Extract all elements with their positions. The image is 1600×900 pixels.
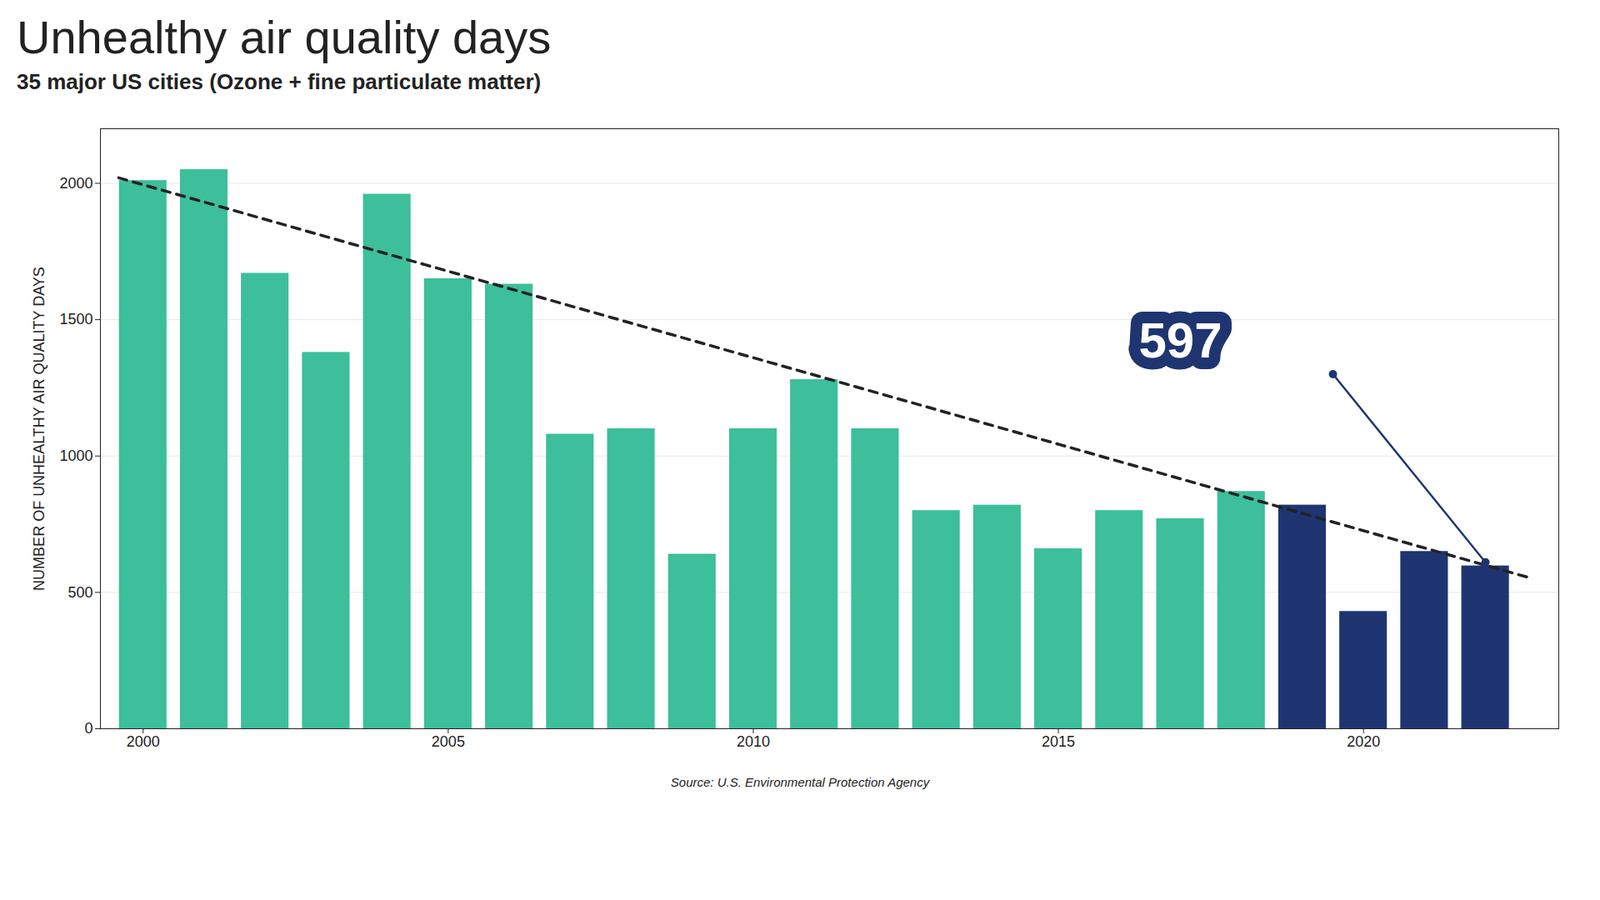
svg-text:2000: 2000 (59, 175, 93, 192)
svg-text:0: 0 (84, 720, 93, 737)
html-text:Source: U.S. Environmental Pro: Source: U.S. Environmental Protection Ag… (670, 775, 930, 790)
html-text:Unhealthy air quality days: Unhealthy air quality days (16, 10, 552, 64)
svg-text:597: 597 (1138, 312, 1222, 369)
svg-text:1000: 1000 (59, 447, 93, 465)
svg-text:2000: 2000 (126, 733, 160, 750)
svg-text:2020: 2020 (1346, 733, 1380, 750)
svg-text:2005: 2005 (431, 733, 465, 750)
svg-text:2015: 2015 (1041, 733, 1075, 750)
svg-text:1500: 1500 (59, 310, 93, 328)
svg-text:500: 500 (67, 584, 93, 601)
svg-text:NUMBER OF UNHEALTHY AIR QUALIT: NUMBER OF UNHEALTHY AIR QUALITY DAYS (30, 266, 48, 591)
html-text:35 major US cities (Ozone + fi: 35 major US cities (Ozone + fine particu… (16, 69, 542, 95)
svg-text:2010: 2010 (736, 733, 770, 750)
